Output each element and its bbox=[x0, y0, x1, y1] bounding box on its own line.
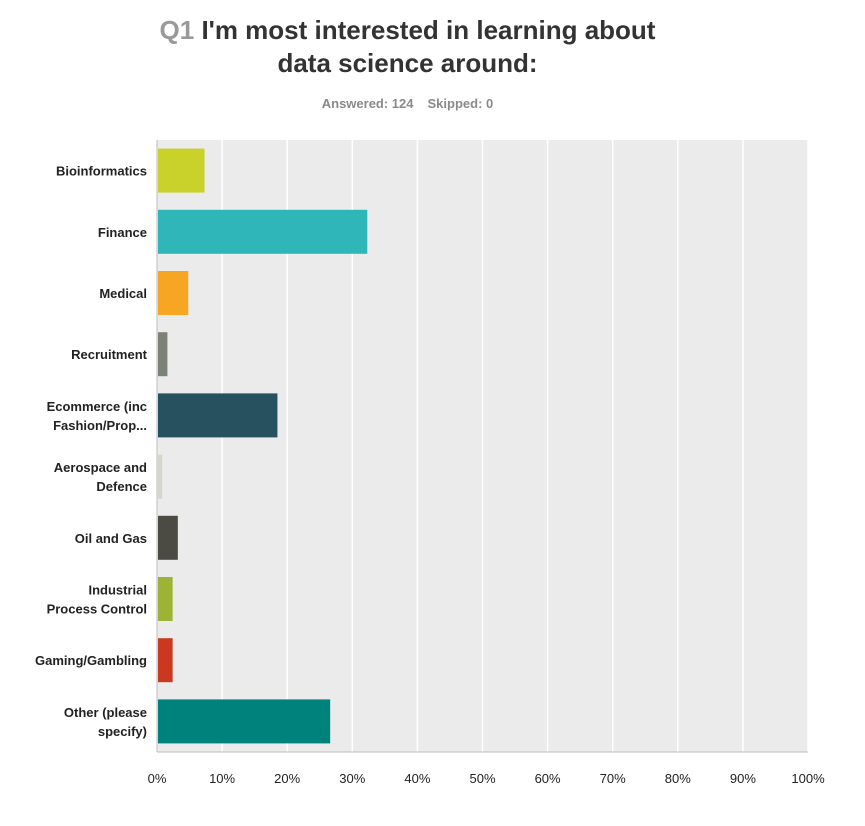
x-tick-label: 20% bbox=[274, 771, 300, 786]
category-label: Bioinformatics bbox=[56, 164, 147, 179]
question-number: Q1 bbox=[159, 15, 195, 45]
title-line-1: I'm most interested in learning about bbox=[201, 15, 656, 45]
category-label: Fashion/Prop... bbox=[53, 418, 147, 433]
bar bbox=[158, 148, 205, 193]
category-label: Medical bbox=[99, 286, 147, 301]
category-label: specify) bbox=[98, 724, 147, 739]
bar bbox=[158, 271, 189, 315]
category-label: Other (please bbox=[64, 705, 147, 720]
x-tick-label: 40% bbox=[404, 771, 430, 786]
x-tick-label: 60% bbox=[535, 771, 561, 786]
bar bbox=[158, 332, 168, 377]
bar bbox=[158, 209, 368, 254]
question-title: Q1 I'm most interested in learning about… bbox=[0, 14, 815, 80]
category-label: Oil and Gas bbox=[75, 531, 147, 546]
x-tick-label: 30% bbox=[339, 771, 365, 786]
x-tick-label: 50% bbox=[469, 771, 495, 786]
bar bbox=[158, 393, 278, 438]
x-tick-label: 100% bbox=[791, 771, 825, 786]
category-label: Defence bbox=[96, 479, 147, 494]
bar bbox=[158, 638, 173, 683]
bar bbox=[158, 515, 178, 560]
category-label: Recruitment bbox=[71, 347, 148, 362]
x-tick-label: 10% bbox=[209, 771, 235, 786]
x-tick-label: 80% bbox=[665, 771, 691, 786]
x-tick-label: 0% bbox=[148, 771, 167, 786]
bar bbox=[158, 577, 173, 621]
category-label: Industrial bbox=[88, 583, 147, 598]
category-label: Aerospace and bbox=[54, 460, 147, 475]
answered-count: Answered: 124 bbox=[321, 96, 414, 111]
category-label: Gaming/Gambling bbox=[35, 653, 147, 668]
category-label: Finance bbox=[98, 225, 147, 240]
title-line-2: data science around: bbox=[277, 48, 538, 78]
category-label: Ecommerce (inc bbox=[47, 399, 147, 414]
x-tick-label: 90% bbox=[730, 771, 756, 786]
category-label: Process Control bbox=[47, 602, 147, 617]
response-stats: Answered: 124 Skipped: 0 bbox=[0, 96, 815, 111]
skipped-count: Skipped: 0 bbox=[427, 96, 494, 111]
bar bbox=[158, 699, 331, 744]
x-tick-label: 70% bbox=[600, 771, 626, 786]
bar bbox=[158, 454, 163, 499]
